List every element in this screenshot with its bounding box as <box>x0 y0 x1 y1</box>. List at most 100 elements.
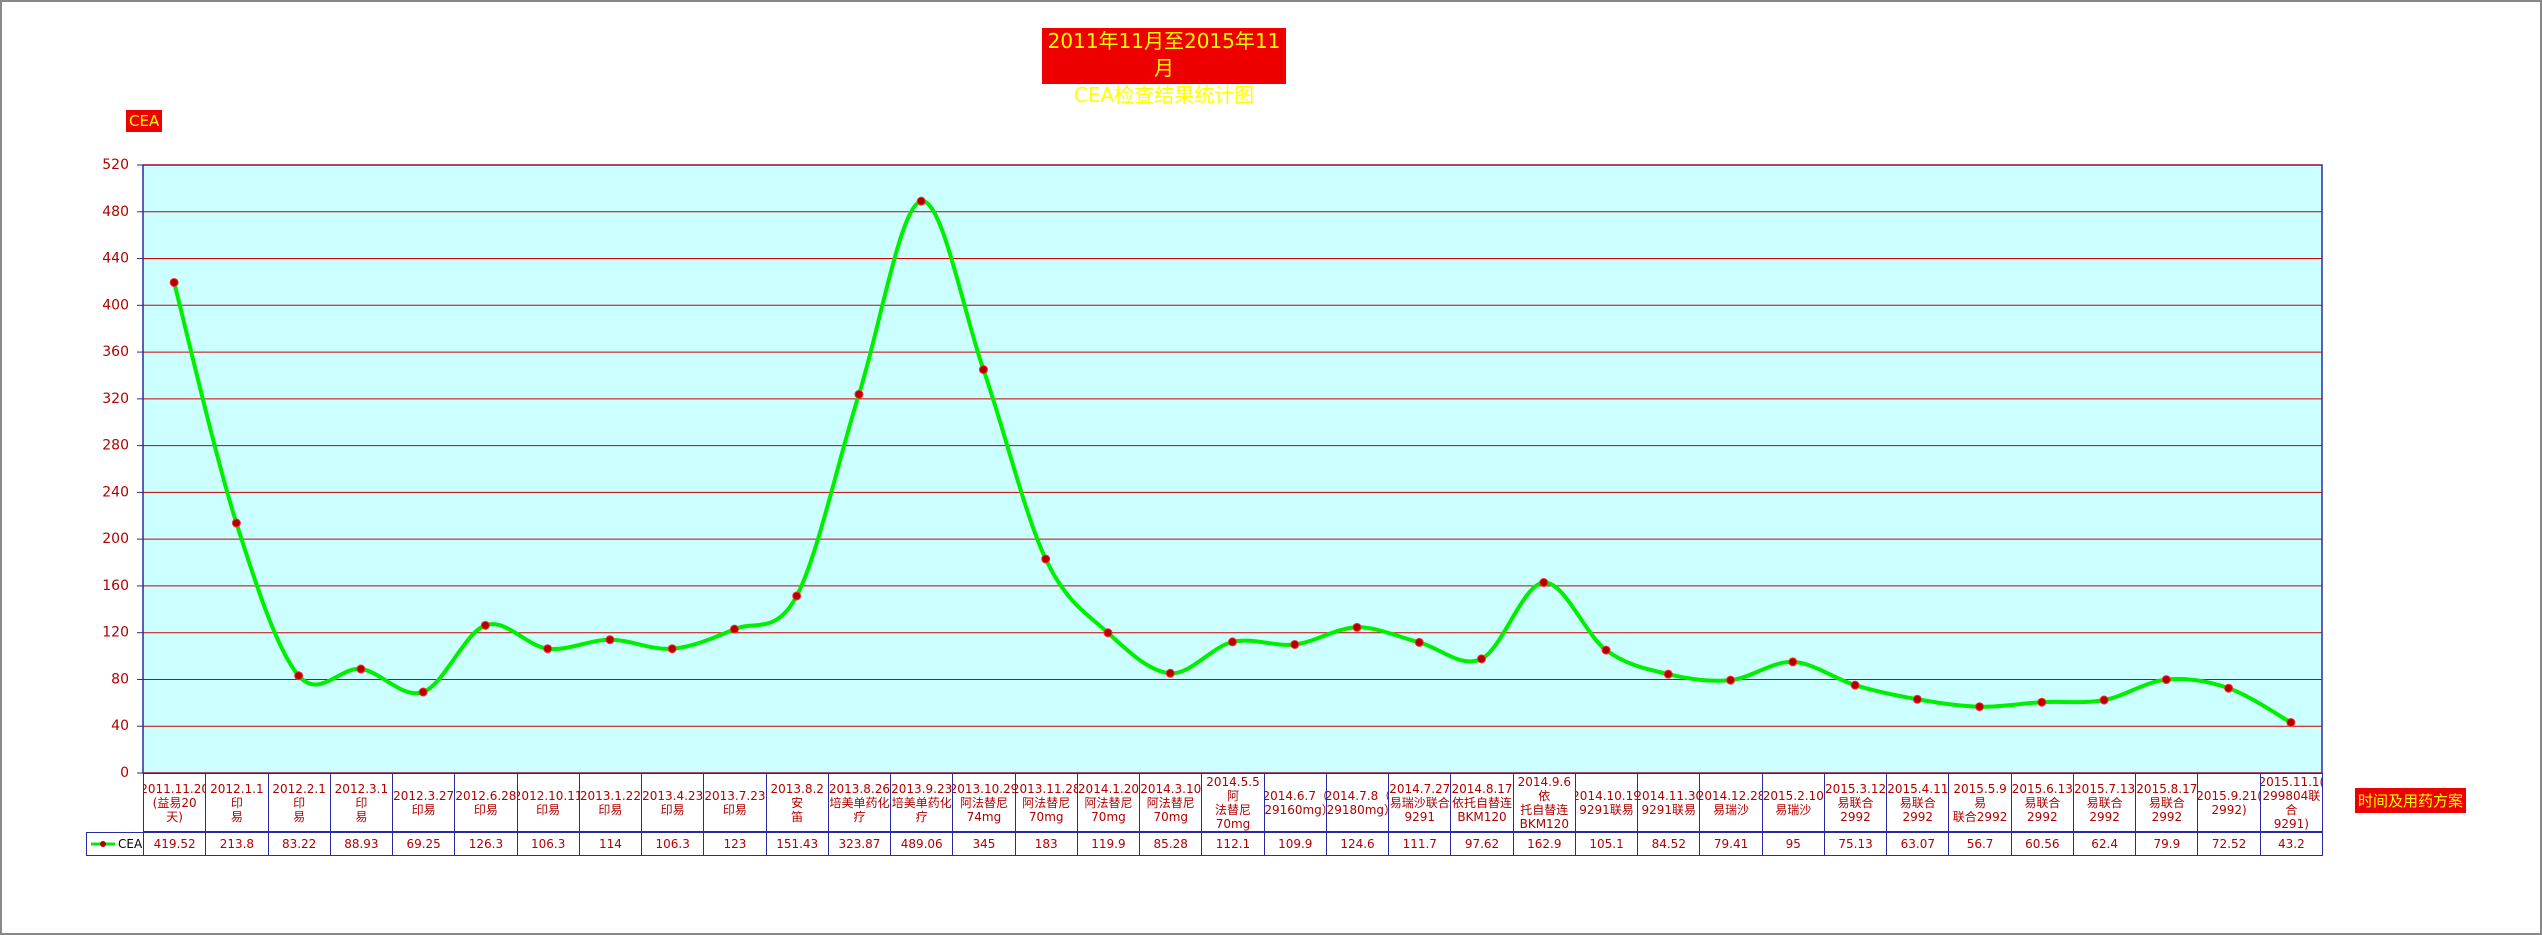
value-label: 419.52 <box>143 832 207 856</box>
value-label: 109.9 <box>1263 832 1327 856</box>
category-label: 2015.6.13 易联合2992 <box>2010 773 2074 832</box>
data-point <box>1663 669 1673 679</box>
value-label: 72.52 <box>2197 832 2261 856</box>
value-label: 85.28 <box>1139 832 1203 856</box>
value-label: 162.9 <box>1512 832 1576 856</box>
category-label: 2015.4.11 易联合2992 <box>1886 773 1950 832</box>
data-point <box>1414 637 1424 647</box>
category-label: 2014.8.17 依托自替连 BKM120 <box>1450 773 1514 832</box>
value-label: 60.56 <box>2010 832 2074 856</box>
y-tick-label: 320 <box>102 391 129 407</box>
data-point <box>294 671 304 681</box>
value-label: 345 <box>952 832 1016 856</box>
data-point <box>1477 654 1487 664</box>
category-label: 2013.7.23 印易 <box>703 773 767 832</box>
x-axis-label: 时间及用药方案 <box>2355 788 2467 813</box>
data-point <box>854 389 864 399</box>
y-tick-label: 280 <box>102 438 129 454</box>
y-tick-label: 480 <box>102 204 129 220</box>
category-label: 2014.3.10 阿法替尼 70mg <box>1139 773 1203 832</box>
category-label: 2014.1.20 阿法替尼 70mg <box>1076 773 1141 832</box>
data-point <box>480 620 490 630</box>
value-label: 105.1 <box>1574 832 1639 856</box>
data-point <box>1726 675 1736 685</box>
data-point <box>792 591 802 601</box>
category-label: 2014.11.30 9291联易 <box>1637 773 1701 832</box>
value-label: 112.1 <box>1201 832 1265 856</box>
category-label: 2012.3.27 印易 <box>392 773 456 832</box>
legend-entry: CEA <box>86 832 144 856</box>
chart-title: 2011年11月至2015年11月 CEA检查结果统计图 <box>1042 28 1286 107</box>
data-point <box>1165 668 1175 678</box>
category-label: 2015.7.13 易联合2992 <box>2072 773 2137 832</box>
y-tick-label: 120 <box>102 625 129 641</box>
value-label: 88.93 <box>329 832 394 856</box>
y-tick-label: 160 <box>102 578 129 594</box>
category-label: 2013.10.29 阿法替尼 74mg <box>952 773 1016 832</box>
category-label: 2012.3.1印 易 <box>329 773 394 832</box>
data-point <box>2037 697 2047 707</box>
value-label: 323.87 <box>827 832 892 856</box>
data-point <box>543 644 553 654</box>
y-axis-label: CEA <box>126 110 163 132</box>
value-label: 63.07 <box>1886 832 1950 856</box>
data-point <box>1228 637 1237 647</box>
category-label: 2014.12.28 易瑞沙 <box>1699 773 1763 832</box>
data-point <box>1103 628 1113 638</box>
category-label: 2011.11.20 (益易20 天) <box>143 773 207 832</box>
value-label: 106.3 <box>516 832 580 856</box>
data-point <box>978 365 988 375</box>
data-point <box>2161 675 2171 685</box>
data-point <box>1290 640 1300 650</box>
y-tick-label: 360 <box>102 344 129 360</box>
category-label: 2012.2.1印 易 <box>267 773 331 832</box>
data-point <box>1539 578 1549 588</box>
category-label: 2015.11.1( 299804联合 9291) <box>2259 773 2323 832</box>
data-point <box>418 687 428 697</box>
value-label: 56.7 <box>1948 832 2012 856</box>
category-label: 2015.5.9易 联合2992 <box>1948 773 2012 832</box>
category-label: 2013.8.2安 笛 <box>765 773 829 832</box>
legend-label: CEA <box>118 837 143 851</box>
value-label: 123 <box>703 832 767 856</box>
y-tick-label: 0 <box>120 765 129 781</box>
category-label: 2015.3.12 易联合2992 <box>1823 773 1888 832</box>
category-label: 2012.10.11 印易 <box>516 773 580 832</box>
value-label: 79.41 <box>1699 832 1763 856</box>
y-tick-label: 440 <box>102 251 129 267</box>
data-point <box>1788 657 1798 667</box>
y-tick-label: 80 <box>111 671 129 687</box>
data-point <box>2224 683 2234 693</box>
legend-marker <box>100 841 106 847</box>
data-point <box>169 277 179 287</box>
data-point <box>356 664 366 674</box>
data-point <box>1912 694 1922 704</box>
y-tick-label: 40 <box>111 718 129 734</box>
category-label: 2014.10.19 9291联易 <box>1574 773 1639 832</box>
value-label: 95 <box>1761 832 1825 856</box>
value-label: 97.62 <box>1450 832 1514 856</box>
data-point <box>2286 717 2296 727</box>
category-label: 2013.11.28 阿法替尼 70mg <box>1014 773 1078 832</box>
value-label: 106.3 <box>641 832 705 856</box>
data-point <box>729 624 739 634</box>
category-label: 2013.1.22 印易 <box>578 773 643 832</box>
category-label: 2012.6.28 印易 <box>454 773 518 832</box>
category-label: 2013.8.26 培美单药化 疗 <box>827 773 892 832</box>
category-label: 2014.5.5阿 法替尼70mg <box>1201 773 1265 832</box>
category-label: 2012.1.1印 易 <box>205 773 269 832</box>
value-label: 119.9 <box>1076 832 1141 856</box>
value-label: 75.13 <box>1823 832 1888 856</box>
data-point <box>2099 695 2109 705</box>
value-label: 114 <box>578 832 643 856</box>
value-label: 183 <box>1014 832 1078 856</box>
value-label: 43.2 <box>2259 832 2323 856</box>
y-tick-label: 200 <box>102 531 129 547</box>
data-point <box>1041 554 1051 564</box>
value-label: 84.52 <box>1637 832 1701 856</box>
category-label: 2013.9.23 培美单药化 疗 <box>890 773 954 832</box>
data-point <box>1352 622 1362 632</box>
category-label: 2014.6.7（ 929160mg） <box>1263 773 1327 832</box>
